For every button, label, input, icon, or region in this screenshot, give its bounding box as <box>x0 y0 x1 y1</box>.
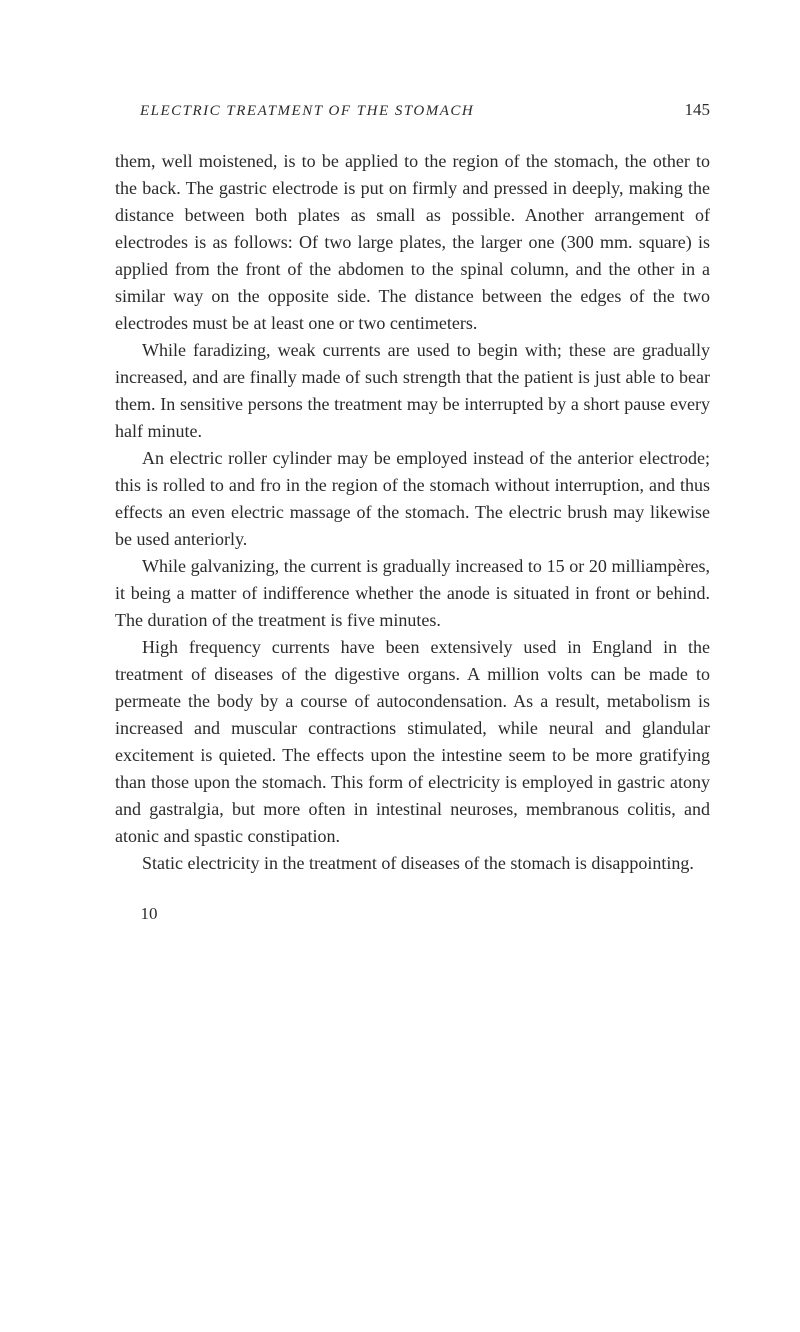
paragraph: Static electricity in the treatment of d… <box>115 850 710 877</box>
paragraph: While faradizing, weak currents are used… <box>115 337 710 445</box>
page-number: 145 <box>685 100 711 120</box>
running-title: ELECTRIC TREATMENT OF THE STOMACH <box>140 103 474 120</box>
page-container: ELECTRIC TREATMENT OF THE STOMACH 145 th… <box>0 0 800 987</box>
page-header: ELECTRIC TREATMENT OF THE STOMACH 145 <box>115 100 710 120</box>
paragraph: An electric roller cylinder may be emplo… <box>115 445 710 553</box>
paragraph: While galvanizing, the current is gradua… <box>115 553 710 634</box>
signature-number: 10 <box>115 901 710 927</box>
paragraph: High frequency currents have been extens… <box>115 634 710 850</box>
paragraph: them, well moistened, is to be applied t… <box>115 148 710 337</box>
body-text: them, well moistened, is to be applied t… <box>115 148 710 927</box>
